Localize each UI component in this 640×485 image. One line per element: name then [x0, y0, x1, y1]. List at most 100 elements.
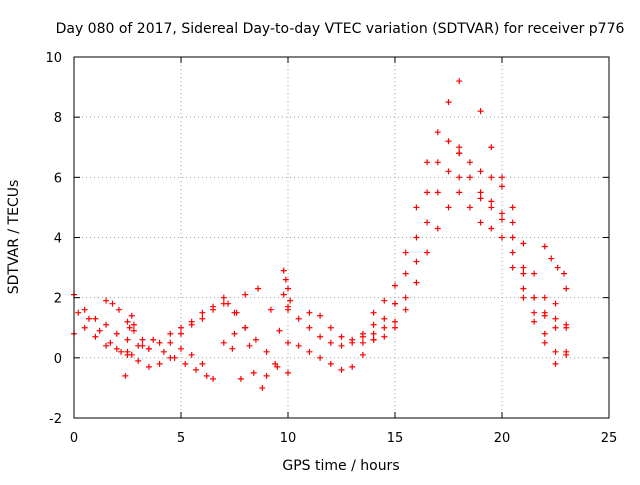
- data-point: [327, 339, 334, 346]
- data-point: [109, 300, 116, 307]
- x-tick-label: 20: [494, 431, 511, 446]
- data-point: [178, 330, 184, 337]
- data-point: [130, 321, 137, 328]
- data-point: [124, 348, 131, 355]
- data-point: [225, 300, 232, 307]
- data-point: [306, 348, 313, 355]
- data-point: [231, 330, 238, 337]
- y-tick-label: -2: [49, 412, 62, 427]
- series-sat-track-2: [71, 324, 206, 370]
- data-point: [96, 327, 103, 334]
- data-point: [520, 285, 527, 292]
- data-point: [274, 363, 281, 370]
- data-point: [509, 249, 516, 256]
- series-sat-track-13: [359, 78, 463, 337]
- data-point: [541, 309, 548, 316]
- data-point: [370, 336, 377, 343]
- data-point: [434, 159, 441, 166]
- data-point: [128, 351, 135, 358]
- series-sat-track-9: [280, 267, 294, 304]
- data-point: [242, 324, 249, 331]
- data-point: [477, 108, 484, 115]
- data-point: [327, 324, 334, 331]
- data-point: [285, 285, 291, 292]
- series-sat-track-21: [466, 159, 570, 307]
- data-point: [456, 189, 463, 196]
- data-point: [445, 99, 452, 106]
- data-point: [338, 342, 345, 349]
- data-point: [552, 348, 559, 355]
- data-point: [267, 306, 274, 313]
- data-point: [113, 330, 120, 337]
- data-point: [434, 225, 441, 232]
- x-tick-label: 5: [177, 431, 185, 446]
- data-point: [122, 372, 129, 379]
- data-point: [424, 219, 431, 226]
- data-point: [92, 333, 99, 340]
- data-point: [199, 360, 206, 367]
- data-point: [488, 144, 495, 151]
- data-point: [263, 372, 270, 379]
- data-point: [552, 315, 559, 322]
- x-axis-label: GPS time / hours: [282, 458, 399, 474]
- series-sat-track-22: [541, 243, 568, 277]
- data-point: [370, 330, 377, 337]
- y-tick-label: 0: [54, 352, 62, 367]
- data-point: [563, 324, 570, 331]
- data-point: [139, 336, 146, 343]
- series-sat-track-15: [381, 150, 463, 340]
- data-point: [488, 225, 495, 232]
- data-point: [81, 306, 88, 313]
- data-point: [359, 351, 366, 358]
- data-point: [445, 204, 452, 211]
- data-point: [477, 189, 484, 196]
- data-point: [434, 189, 441, 196]
- data-point: [488, 174, 495, 181]
- data-point: [488, 198, 495, 205]
- series-sat-track-20: [477, 189, 570, 331]
- data-point: [237, 375, 244, 382]
- data-point: [338, 333, 345, 340]
- data-point: [115, 306, 122, 313]
- data-point: [192, 366, 199, 373]
- data-point: [75, 309, 82, 316]
- x-tick-label: 10: [280, 431, 297, 446]
- data-point: [477, 168, 484, 175]
- data-point: [280, 291, 287, 298]
- series-sat-track-5: [122, 312, 137, 379]
- data-point: [381, 315, 388, 322]
- data-point: [203, 372, 210, 379]
- data-point: [554, 264, 561, 271]
- data-point: [103, 342, 110, 349]
- data-point: [287, 297, 294, 304]
- data-point: [255, 285, 262, 292]
- data-point: [252, 336, 259, 343]
- data-point: [499, 210, 505, 217]
- data-point: [456, 150, 463, 157]
- data-point: [306, 324, 313, 331]
- data-point: [124, 318, 131, 325]
- data-point: [282, 276, 289, 283]
- data-point: [424, 249, 431, 256]
- data-point: [327, 360, 334, 367]
- data-point: [242, 291, 249, 298]
- series-sat-track-16: [392, 189, 463, 331]
- data-point: [113, 345, 120, 352]
- data-point: [285, 306, 291, 313]
- data-point: [126, 324, 133, 331]
- data-point: [424, 159, 431, 166]
- series-sat-track-17: [456, 150, 570, 355]
- data-point: [413, 279, 420, 286]
- data-point: [413, 258, 420, 265]
- data-point: [272, 360, 279, 367]
- data-point: [520, 240, 527, 247]
- data-point: [135, 357, 142, 364]
- series-sat-track-6: [167, 300, 249, 346]
- data-point: [156, 339, 163, 346]
- data-point: [434, 129, 441, 136]
- data-point: [210, 375, 217, 382]
- data-point: [392, 282, 398, 289]
- data-point: [130, 327, 137, 334]
- data-point: [552, 360, 559, 367]
- data-point: [263, 348, 270, 355]
